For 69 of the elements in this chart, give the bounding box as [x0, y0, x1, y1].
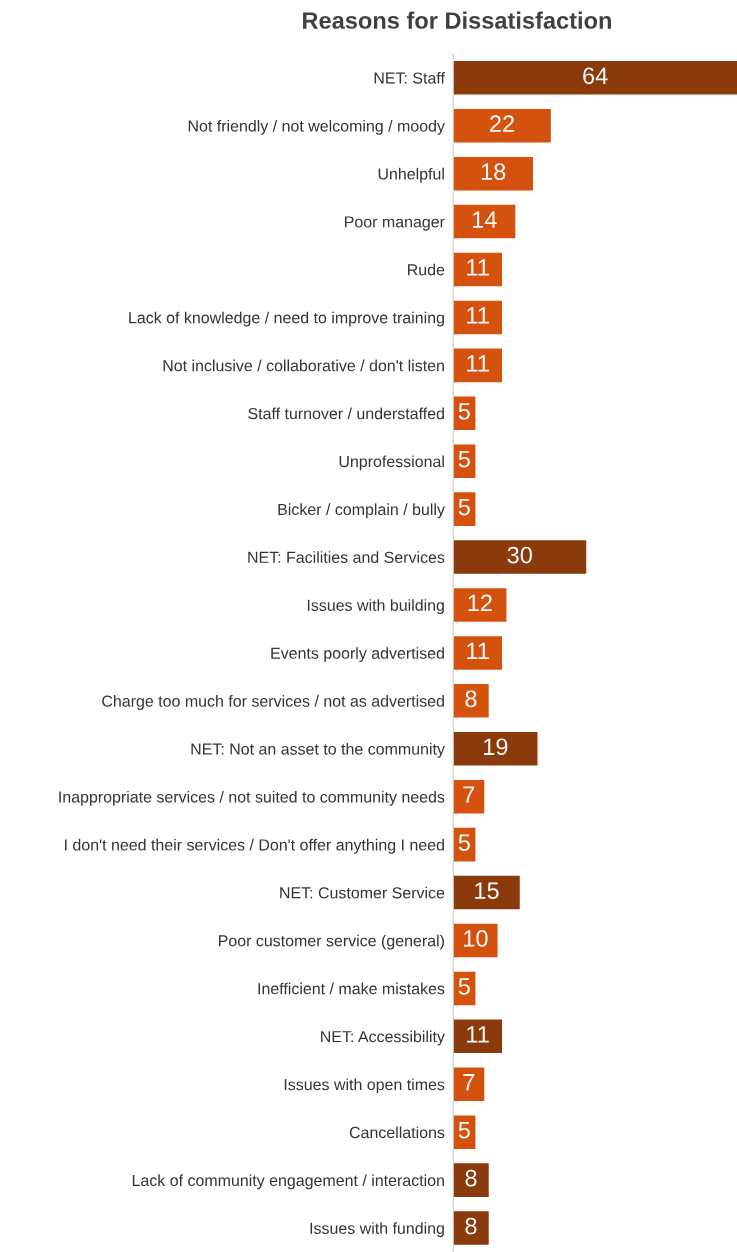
bar	[453, 204, 516, 239]
data-label: 5	[458, 403, 470, 420]
y-tick-label: Rude	[408, 263, 445, 276]
y-tick-label: NET: Staff	[374, 72, 445, 84]
bar	[453, 779, 485, 814]
data-label: 5	[458, 978, 470, 995]
bar	[453, 875, 520, 910]
y-tick-label: Inefficient / make mistakes	[258, 982, 445, 995]
y-tick-label: Bicker / complain / bully	[278, 503, 445, 519]
bar	[453, 1067, 485, 1102]
data-label: 10	[464, 930, 488, 947]
data-label: 5	[458, 1122, 470, 1139]
data-label: 5	[458, 451, 470, 468]
data-label: 5	[458, 499, 470, 516]
data-label: 8	[465, 690, 477, 708]
y-tick-label: Inappropriate services / not suited to community needs	[59, 790, 445, 806]
data-label: 5	[458, 834, 470, 851]
bar	[453, 636, 503, 670]
bar	[453, 61, 737, 95]
y-tick-label: Events poorly advertised	[271, 647, 444, 663]
data-label: 22	[490, 115, 514, 132]
y-tick-label: NET: Not an asset to the community	[191, 742, 445, 758]
y-tick-label: NET: Facilities and Services	[248, 551, 445, 564]
bar	[453, 156, 534, 191]
y-tick-label: Lack of community engagement / interaction	[132, 1174, 444, 1190]
y-tick-label: Issues with building	[307, 599, 444, 615]
data-label: 7	[463, 1074, 475, 1091]
y-tick-label: Issues with open times	[284, 1078, 445, 1094]
data-label: 11	[467, 1026, 489, 1043]
bar	[453, 540, 587, 574]
bar	[453, 108, 551, 143]
data-label: 64	[583, 67, 608, 85]
y-tick-label: I don't need their services / Don't offer anything I need	[65, 838, 444, 854]
data-label: 11	[467, 259, 489, 276]
y-tick-label: Poor customer service (general)	[219, 934, 444, 950]
data-label: 7	[463, 786, 475, 803]
data-label: 12	[468, 594, 492, 612]
data-label: 18	[481, 163, 506, 180]
bar	[453, 588, 507, 622]
data-label: 15	[475, 882, 499, 899]
y-tick-label: Poor manager	[345, 216, 445, 231]
data-label: 11	[467, 642, 489, 660]
y-tick-label: Lack of knowledge / need to improve training	[129, 311, 444, 327]
data-label: 11	[467, 355, 489, 372]
bar	[453, 732, 538, 766]
y-tick-label: Unhelpful	[378, 167, 444, 183]
bar	[453, 348, 503, 383]
y-tick-label: NET: Customer Service	[280, 886, 445, 899]
y-tick-label: NET: Accessibility	[321, 1030, 445, 1046]
y-tick-label: Cancellations	[349, 1126, 445, 1139]
y-tick-label: Staff turnover / understaffed	[248, 407, 444, 420]
data-label: 19	[484, 738, 508, 756]
y-tick-label: Charge too much for services / not as advertised	[102, 695, 444, 710]
bar	[453, 1019, 503, 1054]
chart-title: Reasons for Dissatisfaction	[303, 11, 611, 29]
data-label: 30	[507, 546, 532, 564]
bar	[453, 300, 503, 335]
y-tick-label: Unprofessional	[339, 455, 444, 471]
data-label: 14	[472, 211, 497, 228]
bar	[453, 1163, 489, 1197]
bar	[453, 1211, 489, 1245]
y-tick-label: Not friendly / not welcoming / moody	[188, 119, 445, 135]
data-label: 8	[465, 1169, 477, 1187]
data-label: 8	[465, 1217, 477, 1235]
y-tick-label: Not inclusive / collaborative / don't listen	[163, 359, 444, 372]
bar	[453, 252, 503, 287]
bar	[453, 684, 489, 718]
data-label: 11	[467, 307, 489, 324]
y-tick-label: Issues with funding	[310, 1222, 444, 1238]
